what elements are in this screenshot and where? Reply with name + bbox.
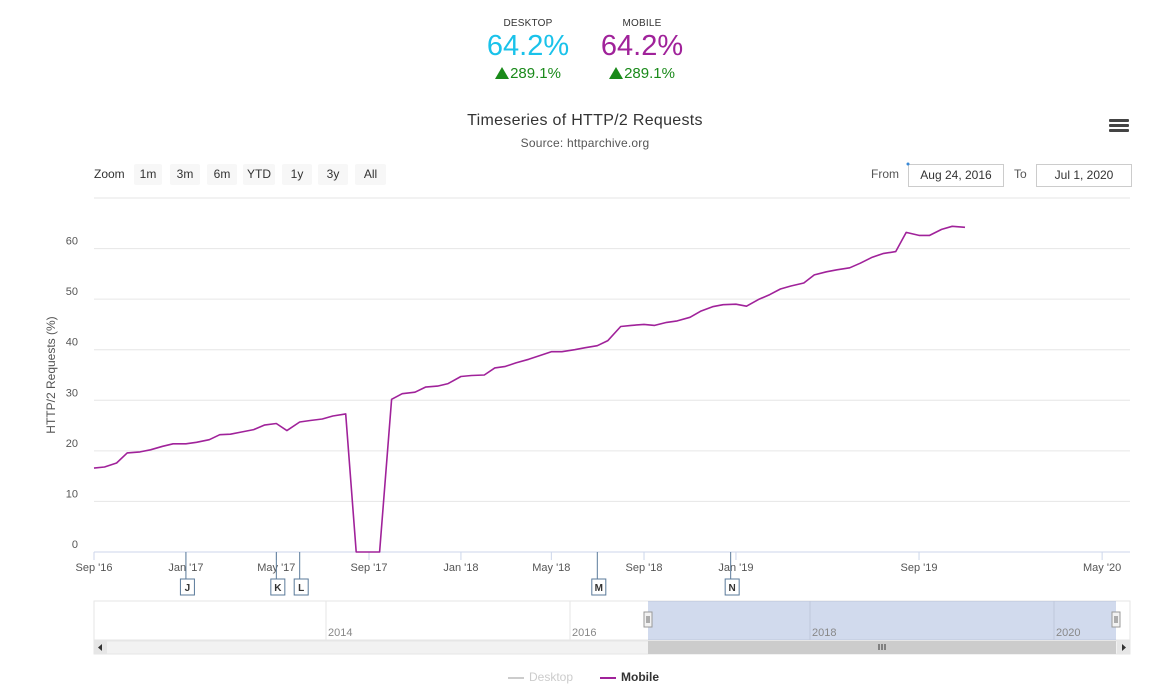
navigator-year-label: 2020 <box>1056 627 1080 639</box>
focus-dot <box>906 162 910 166</box>
x-tick-label: Sep '17 <box>351 562 388 574</box>
flag-label: L <box>298 583 304 594</box>
flag-box <box>293 578 309 596</box>
x-tick-label: May '18 <box>532 562 570 574</box>
y-tick-label: 10 <box>66 488 78 500</box>
mobile-kpi-change: 289.1% <box>592 65 692 82</box>
y-tick-label: 0 <box>72 539 78 551</box>
navigator-selected-range <box>648 601 1116 640</box>
flag-box <box>591 578 607 596</box>
zoom-3y-button[interactable]: 3y <box>318 164 348 185</box>
zoom-all-button[interactable]: All <box>355 164 386 185</box>
flag-label: J <box>185 583 191 594</box>
to-label: To <box>1014 167 1027 181</box>
zoom-label: Zoom <box>94 167 125 181</box>
navigator-handle[interactable] <box>643 611 653 628</box>
navigator-year-label: 2014 <box>328 627 352 639</box>
x-tick-label: May '20 <box>1083 562 1121 574</box>
zoom-6m-button[interactable]: 6m <box>207 164 237 185</box>
flag-box <box>724 578 740 596</box>
from-date-input[interactable]: Aug 24, 2016 <box>908 164 1004 187</box>
flag-box <box>270 578 286 596</box>
flag-box <box>179 578 195 596</box>
mobile-kpi-change-value: 289.1% <box>624 65 675 82</box>
x-tick-label: Sep '16 <box>76 562 113 574</box>
y-axis-label: HTTP/2 Requests (%) <box>44 316 58 433</box>
to-date-input[interactable]: Jul 1, 2020 <box>1036 164 1132 187</box>
from-label: From <box>871 167 899 181</box>
x-tick-label: Sep '19 <box>901 562 938 574</box>
zoom-1y-button[interactable]: 1y <box>282 164 312 185</box>
navigator-year-label: 2016 <box>572 627 596 639</box>
legend-desktop-label: Desktop <box>529 670 574 684</box>
y-tick-label: 60 <box>66 236 78 248</box>
chevron-right-icon <box>1122 644 1126 651</box>
zoom-1m-button[interactable]: 1m <box>134 164 162 185</box>
legend-item-mobile[interactable]: Mobile <box>600 670 659 684</box>
desktop-kpi-value: 64.2% <box>486 30 570 62</box>
chart-subtitle: Source: httparchive.org <box>520 136 650 150</box>
x-tick-label: Sep '18 <box>626 562 663 574</box>
zoom-3m-button[interactable]: 3m <box>170 164 200 185</box>
y-tick-label: 30 <box>66 387 78 399</box>
mobile-kpi: MOBILE 64.2% 289.1% <box>592 18 692 82</box>
series-line-mobile <box>93 225 966 553</box>
navigator-handle[interactable] <box>1111 611 1121 628</box>
chart-menu-icon[interactable] <box>1109 119 1129 135</box>
y-tick-label: 20 <box>66 438 78 450</box>
legend-mobile-label: Mobile <box>621 670 659 684</box>
zoom-ytd-button[interactable]: YTD <box>243 164 275 185</box>
chart-title: Timeseries of HTTP/2 Requests <box>467 112 703 129</box>
flag-label: K <box>274 583 282 594</box>
x-tick-label: Jan '19 <box>718 562 753 574</box>
desktop-kpi: DESKTOP 64.2% 289.1% <box>478 18 578 82</box>
desktop-kpi-change-value: 289.1% <box>510 65 561 82</box>
flag-label: M <box>595 583 603 594</box>
flag-label: N <box>729 583 736 594</box>
up-arrow-icon <box>495 67 510 79</box>
x-tick-label: Jan '18 <box>443 562 478 574</box>
desktop-kpi-label: DESKTOP <box>503 18 553 29</box>
y-tick-label: 40 <box>66 337 78 349</box>
navigator-background <box>93 600 1131 641</box>
up-arrow-icon <box>609 67 624 79</box>
desktop-kpi-change: 289.1% <box>478 65 578 82</box>
mobile-kpi-value: 64.2% <box>600 30 684 62</box>
navigator-year-label: 2018 <box>812 627 836 639</box>
y-tick-label: 50 <box>66 286 78 298</box>
mobile-kpi-label: MOBILE <box>622 18 662 29</box>
chevron-left-icon <box>98 644 102 651</box>
legend-item-desktop[interactable]: Desktop <box>508 670 573 684</box>
